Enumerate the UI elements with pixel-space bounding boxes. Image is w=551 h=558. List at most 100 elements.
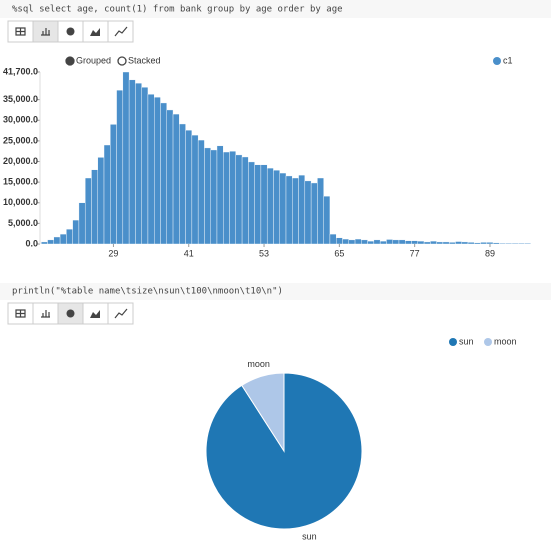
bar <box>84 177 92 245</box>
bar <box>323 195 331 245</box>
bar <box>392 239 400 245</box>
bar <box>47 239 55 245</box>
bar <box>254 164 262 245</box>
bar <box>160 102 167 245</box>
bar <box>235 154 243 245</box>
bar <box>179 123 186 245</box>
bar <box>78 202 86 245</box>
legend-dot[interactable] <box>484 338 492 346</box>
area-button[interactable] <box>82 302 109 325</box>
bar <box>72 219 80 245</box>
y-tick-label: 41,700.0 <box>3 66 38 76</box>
bar <box>436 241 444 245</box>
bar <box>474 242 481 245</box>
bar <box>361 239 368 245</box>
y-tick-label: 5,000.0 <box>8 218 38 228</box>
bar <box>518 242 525 245</box>
bar <box>128 79 136 245</box>
bar <box>166 109 174 245</box>
y-tick-label: 30,000.0 <box>3 115 38 125</box>
bar <box>147 94 155 245</box>
bar <box>486 242 494 245</box>
bar <box>66 228 73 245</box>
radio[interactable] <box>117 56 127 66</box>
bar <box>59 233 67 245</box>
legend-dot[interactable] <box>493 57 501 65</box>
bar <box>260 164 268 245</box>
bar <box>342 238 349 245</box>
bar <box>292 177 299 245</box>
bar <box>204 147 211 245</box>
bar <box>354 238 362 245</box>
bar <box>279 172 287 245</box>
bar <box>110 124 117 245</box>
bar <box>423 241 431 245</box>
radio[interactable] <box>65 56 75 66</box>
bar <box>298 174 306 245</box>
icon <box>114 26 128 37</box>
y-tick-label: 20,000.0 <box>3 156 38 166</box>
x-tick-label: 89 <box>485 248 495 258</box>
code-text: println("%table name\tsize\nsun\t100\nmo… <box>12 287 283 297</box>
bar <box>103 144 111 245</box>
bar <box>266 167 274 245</box>
bar <box>229 150 237 245</box>
bar <box>191 134 199 245</box>
icon <box>41 310 50 318</box>
bar <box>185 129 193 245</box>
toolbar <box>7 20 134 43</box>
legend-label: sun <box>459 336 474 346</box>
x-tick-label: 65 <box>334 248 344 258</box>
legend-label: c1 <box>503 55 513 65</box>
legend-dot[interactable] <box>449 338 457 346</box>
bar <box>336 237 343 245</box>
bar <box>367 240 375 245</box>
icon <box>41 28 50 36</box>
code-box <box>0 0 551 18</box>
bar <box>197 139 205 245</box>
slice-label: sun <box>302 532 317 542</box>
bar <box>154 96 161 245</box>
bar <box>373 239 381 245</box>
bar <box>461 241 469 245</box>
icon <box>15 309 26 318</box>
x-tick-label: 77 <box>410 248 420 258</box>
area-button[interactable] <box>82 20 109 43</box>
y-tick-label: 25,000.0 <box>3 135 38 145</box>
x-tick-label: 41 <box>184 248 194 258</box>
y-tick-label: 10,000.0 <box>3 197 38 207</box>
bar <box>304 180 312 245</box>
bar <box>122 71 130 245</box>
bar <box>248 161 255 245</box>
bar <box>141 87 149 245</box>
bar <box>41 241 48 245</box>
bar <box>499 242 506 245</box>
y-tick-label: 35,000.0 <box>3 94 38 104</box>
bar <box>480 242 488 245</box>
bar <box>241 156 249 245</box>
code-box <box>0 283 551 300</box>
bar <box>310 182 318 245</box>
bar <box>285 175 293 245</box>
bar <box>210 149 218 245</box>
bar <box>505 242 513 245</box>
slice-label: moon <box>247 359 270 369</box>
pie-slice <box>241 372 285 453</box>
bar <box>455 241 462 245</box>
bar <box>348 239 356 245</box>
bar <box>116 89 124 245</box>
bar <box>442 241 450 245</box>
bar <box>430 240 437 245</box>
icon <box>66 309 75 318</box>
bar <box>329 233 337 245</box>
x-tick-label: 29 <box>108 248 118 258</box>
x-tick-label: 53 <box>259 248 269 258</box>
bar <box>53 236 61 245</box>
bar <box>135 82 142 245</box>
icon <box>90 310 100 318</box>
bar <box>216 145 224 245</box>
bar <box>448 242 456 245</box>
icon <box>15 27 26 36</box>
y-tick-label: 0.0 <box>25 238 38 248</box>
